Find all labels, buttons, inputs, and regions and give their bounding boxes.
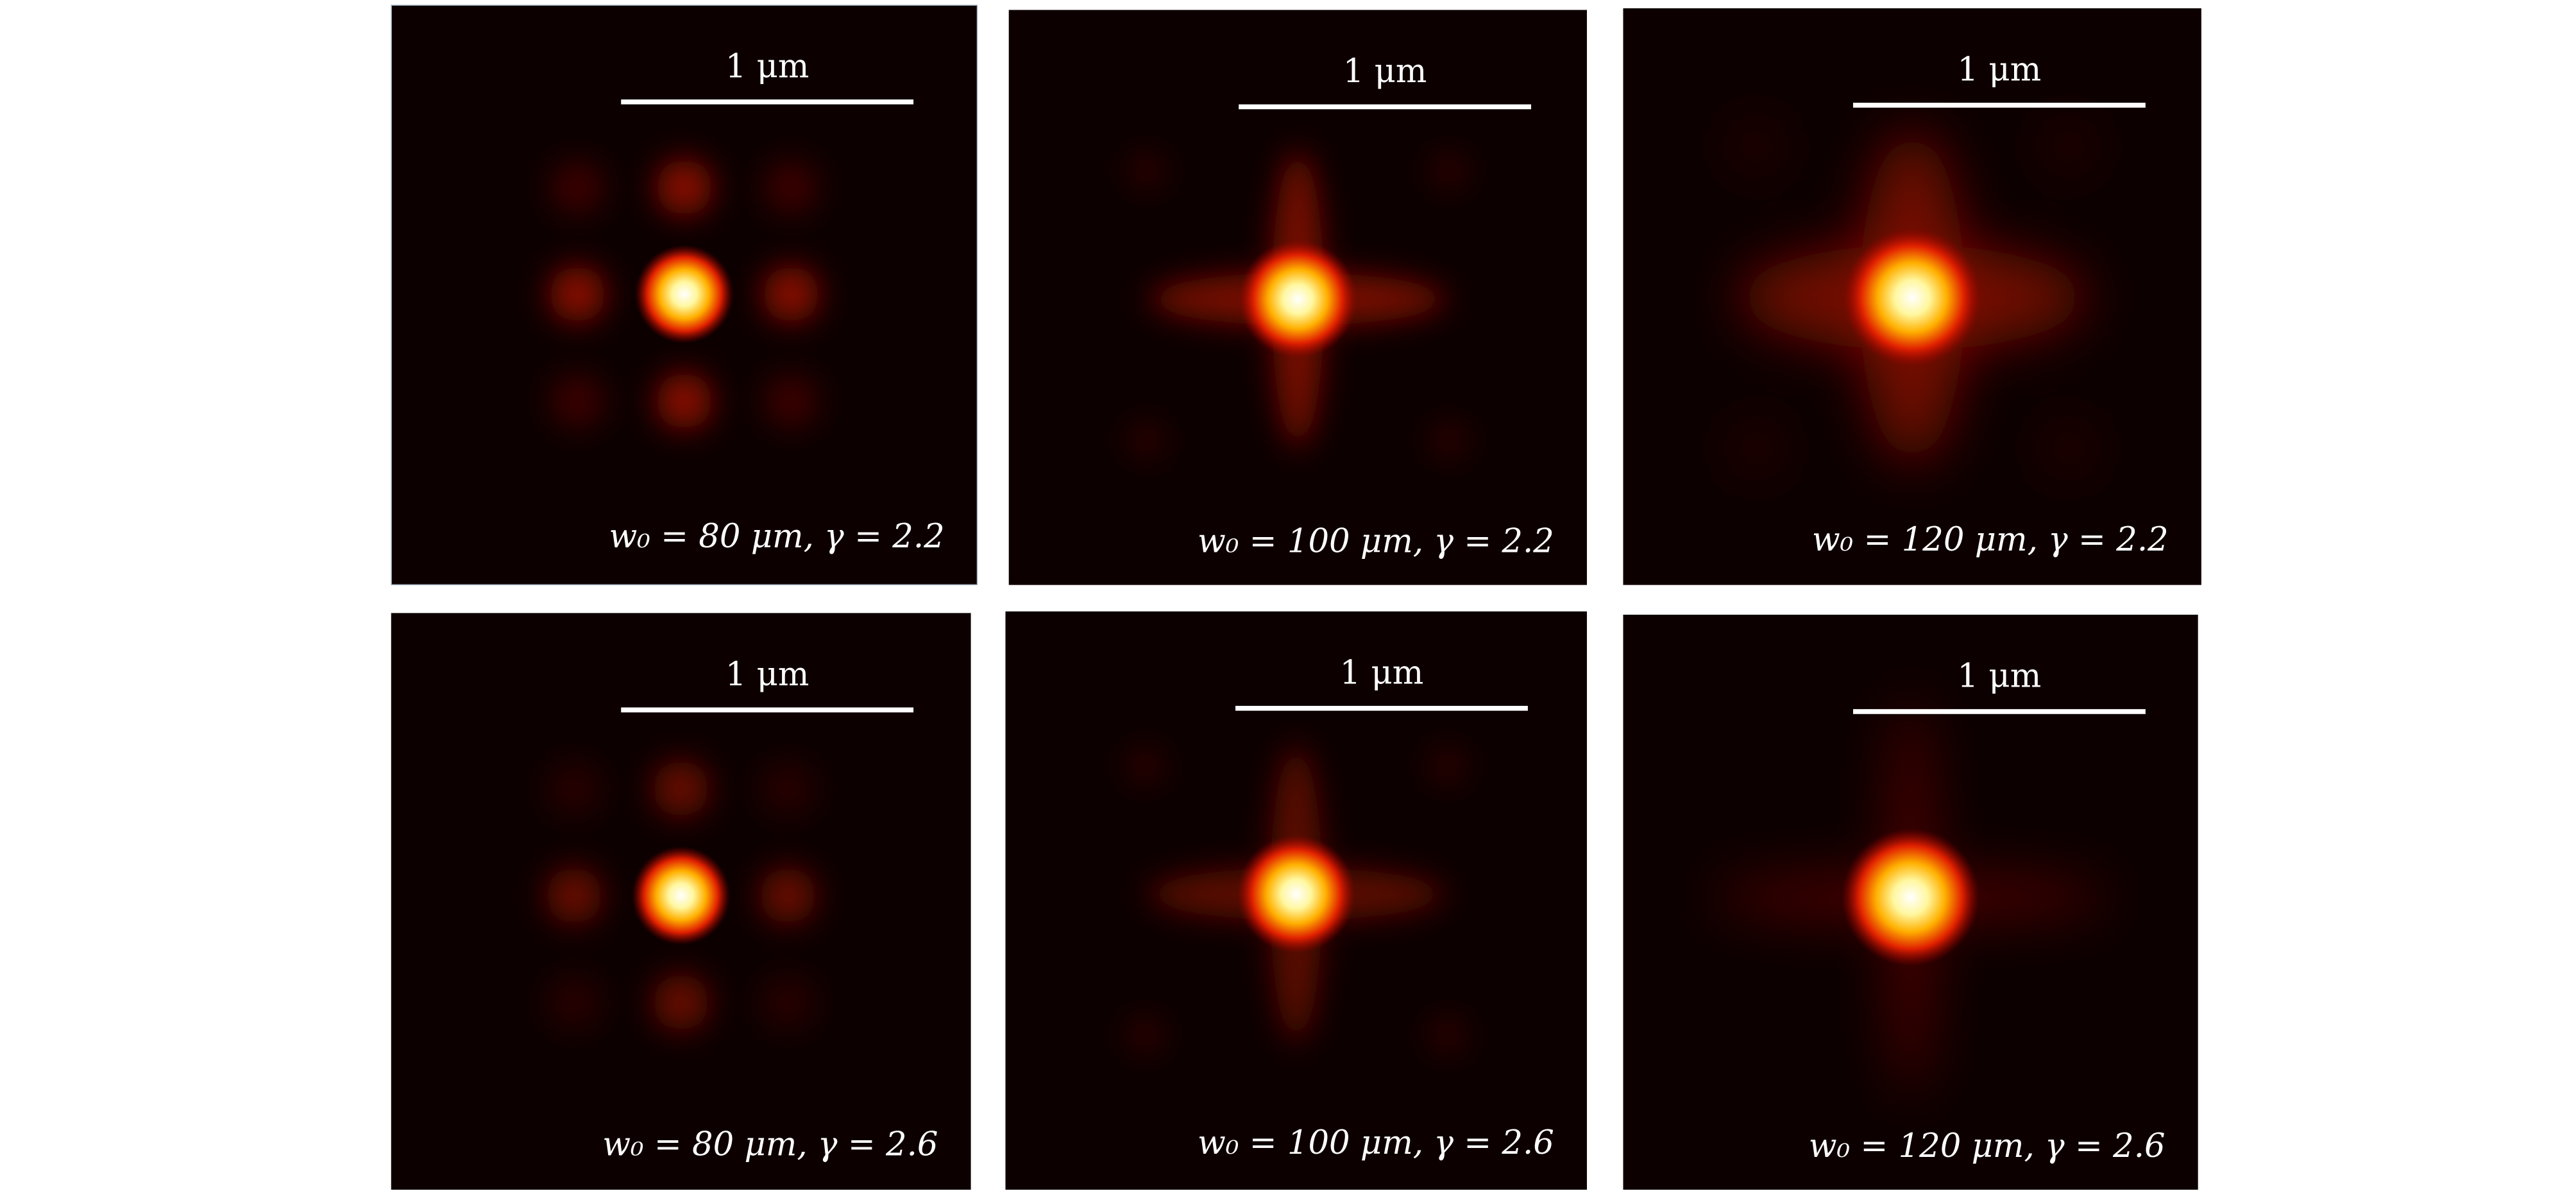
scale-label: 1 μm (1343, 52, 1427, 90)
panel-caption: w₀ = 120 μm, γ = 2.2 (1812, 520, 2169, 559)
panel-caption: w₀ = 100 μm, γ = 2.2 (1198, 522, 1554, 561)
panel-caption: w₀ = 100 μm, γ = 2.6 (1198, 1124, 1554, 1162)
intensity-pattern (546, 760, 816, 1031)
panel: 1 μm w₀ = 100 μm, γ = 2.2 (1008, 10, 1588, 585)
scale-label: 1 μm (725, 655, 809, 694)
central-spot (1239, 239, 1357, 359)
scale-label: 1 μm (1958, 657, 2042, 696)
panel-caption: w₀ = 120 μm, γ = 2.6 (1809, 1127, 2165, 1165)
scale-label: 1 μm (725, 47, 809, 85)
panel-caption: w₀ = 80 μm, γ = 2.6 (602, 1125, 938, 1163)
central-spot (634, 244, 734, 344)
panel: 1 μm w₀ = 80 μm, γ = 2.6 (391, 613, 971, 1190)
scale-label: 1 μm (1340, 653, 1424, 692)
central-spot (1237, 835, 1356, 954)
panel: 1 μm w₀ = 80 μm, γ = 2.2 (391, 4, 978, 585)
central-spot (1842, 828, 1980, 966)
panel-caption: w₀ = 80 μm, γ = 2.2 (609, 517, 944, 556)
central-spot (631, 846, 731, 945)
central-spot (1843, 228, 1981, 367)
panel: 1 μm w₀ = 120 μm, γ = 2.6 (1623, 614, 2198, 1190)
panel: 1 μm w₀ = 100 μm, γ = 2.6 (1005, 611, 1588, 1190)
scale-label: 1 μm (1958, 50, 2042, 89)
panel: 1 μm w₀ = 120 μm, γ = 2.2 (1623, 8, 2201, 585)
intensity-pattern (549, 159, 819, 429)
intensity-pattern (1127, 746, 1466, 1054)
